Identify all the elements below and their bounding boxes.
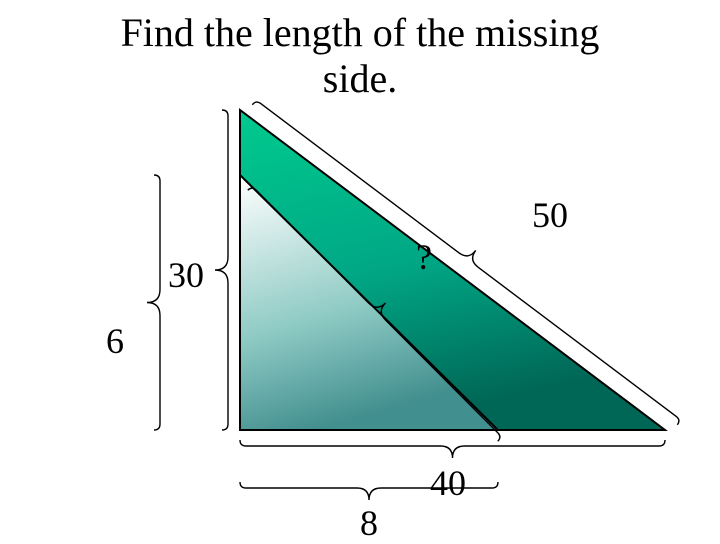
brace-height-6 [147, 175, 160, 430]
diagram-svg [0, 0, 720, 540]
brace-height-30 [215, 110, 228, 430]
label-40: 40 [430, 462, 466, 504]
slide-canvas: Find the length of the missing side. 6 3… [0, 0, 720, 540]
brace-base-40 [240, 440, 665, 458]
label-50: 50 [532, 194, 568, 236]
label-6: 6 [106, 320, 124, 362]
label-question-mark: ? [416, 236, 432, 278]
label-8: 8 [360, 502, 378, 544]
label-30: 30 [168, 254, 204, 296]
